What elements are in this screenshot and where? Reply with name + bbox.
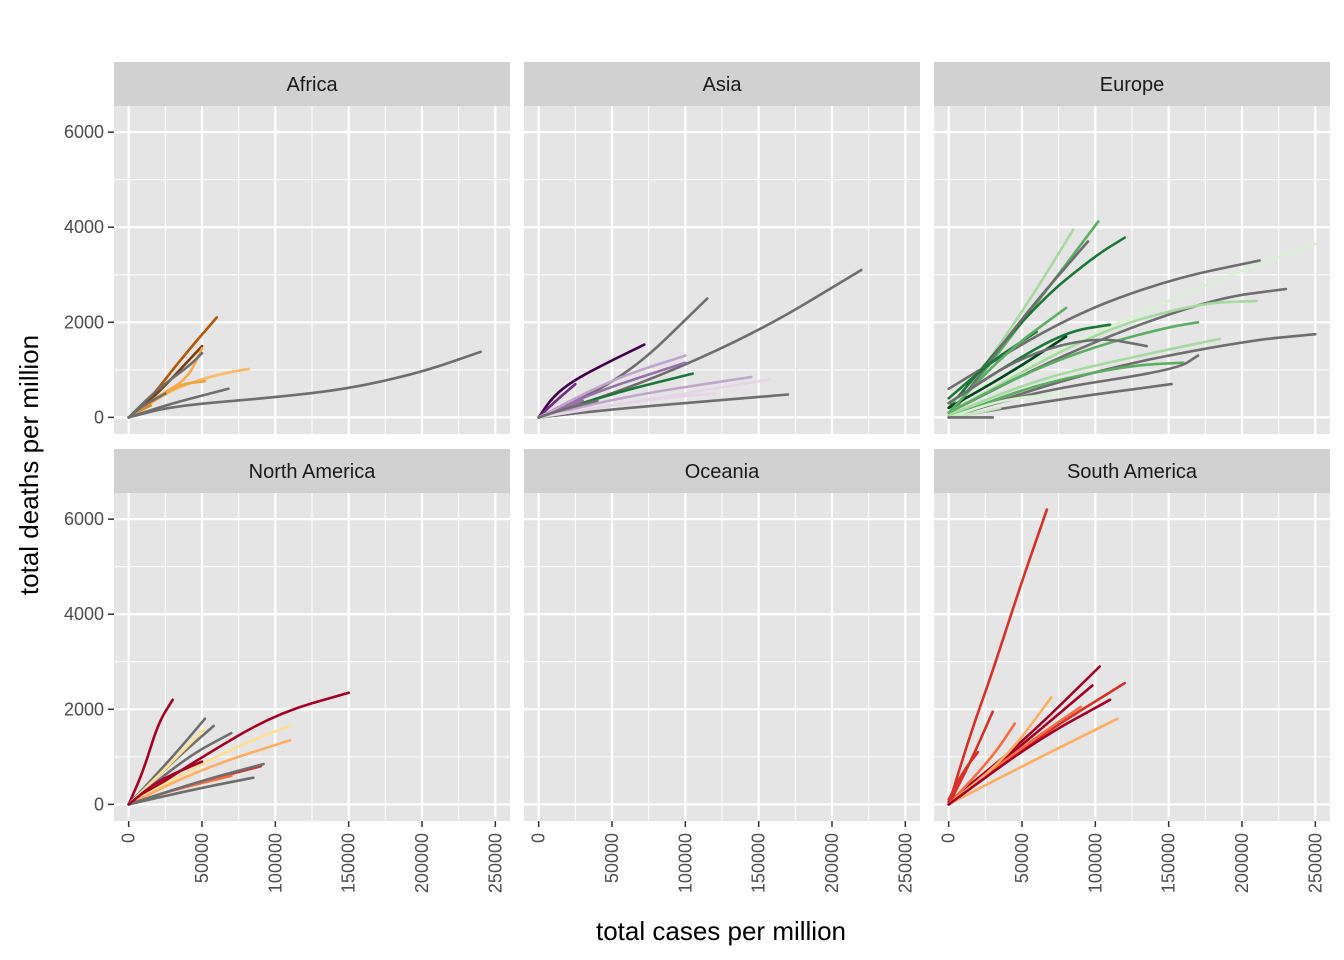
series-line <box>947 321 1200 414</box>
x-tick-label: 150000 <box>749 833 769 893</box>
series-line <box>127 350 482 419</box>
x-tick-label: 50000 <box>1012 833 1032 883</box>
series-line <box>537 399 599 419</box>
y-tick-label: 6000 <box>64 122 104 142</box>
y-tick-label: 0 <box>94 794 104 814</box>
facet-strip-label: Oceania <box>685 461 760 483</box>
series-line <box>127 776 255 806</box>
facet-strip-label: Europe <box>1100 74 1165 96</box>
x-tick-label: 200000 <box>412 833 432 893</box>
series-line <box>537 343 646 419</box>
x-tick-label: 0 <box>119 833 139 843</box>
series-line <box>947 508 1049 806</box>
y-tick-label: 2000 <box>64 699 104 719</box>
facet-asia: Asia <box>524 62 920 434</box>
y-tick-label: 6000 <box>64 509 104 529</box>
gridlines <box>114 493 510 821</box>
x-tick-label: 50000 <box>602 833 622 883</box>
gridlines <box>524 493 920 821</box>
y-tick-label: 4000 <box>64 217 104 237</box>
y-tick-label: 0 <box>94 407 104 427</box>
facet-strip <box>934 449 1330 493</box>
facet-strip <box>524 449 920 493</box>
x-tick-label: 150000 <box>1159 833 1179 893</box>
series-line <box>127 698 174 806</box>
series-line <box>947 337 1222 417</box>
x-tick-label: 200000 <box>1232 833 1252 893</box>
facet-south-america: South America <box>934 449 1330 821</box>
x-axis: 0 50000 100000 150000 200000 250000 0 50000 1000… <box>119 821 1325 893</box>
facet-strip <box>524 62 920 106</box>
x-tick-label: 250000 <box>485 833 505 893</box>
series-line <box>947 259 1261 391</box>
gridlines <box>934 106 1330 434</box>
x-tick-label: 250000 <box>1305 833 1325 893</box>
x-tick-label: 200000 <box>822 833 842 893</box>
facet-panels: Africa Asia Europe North America Oceania Sout… <box>114 62 1330 821</box>
y-axis-title: total deaths per million <box>14 335 44 595</box>
series-group <box>127 691 350 806</box>
series-line <box>947 330 1038 400</box>
series-group <box>947 508 1126 806</box>
y-tick-label: 4000 <box>64 604 104 624</box>
y-axis: 0 2000 4000 6000 0 2000 4000 6000 <box>64 122 114 814</box>
facet-strip <box>114 449 510 493</box>
series-line <box>947 242 1317 405</box>
series-line <box>947 306 1068 414</box>
facet-oceania: Oceania <box>524 449 920 821</box>
facet-strip-label: North America <box>249 461 377 483</box>
series-line <box>947 335 1068 410</box>
series-group <box>537 268 863 419</box>
gridlines <box>934 493 1330 821</box>
facet-strip <box>114 62 510 106</box>
series-line <box>127 760 204 806</box>
series-line <box>947 236 1126 410</box>
facet-strip-label: South America <box>1067 461 1198 483</box>
series-line <box>947 338 1148 405</box>
series-line <box>947 750 980 801</box>
series-group <box>127 316 482 419</box>
facet-strip-label: Asia <box>703 74 743 96</box>
x-tick-label: 100000 <box>675 833 695 893</box>
facet-strip <box>934 62 1330 106</box>
facet-europe: Europe <box>934 62 1330 434</box>
x-tick-label: 250000 <box>895 833 915 893</box>
x-tick-label: 150000 <box>339 833 359 893</box>
facet-africa: Africa <box>114 62 510 434</box>
series-group <box>947 220 1317 419</box>
x-tick-label: 100000 <box>1085 833 1105 893</box>
facet-strip-label: Africa <box>286 74 338 96</box>
series-line <box>947 698 1112 806</box>
x-tick-label: 100000 <box>265 833 285 893</box>
facet-north-america: North America <box>114 449 510 821</box>
x-tick-label: 0 <box>529 833 549 843</box>
x-tick-label: 50000 <box>192 833 212 883</box>
series-line <box>127 392 167 419</box>
x-tick-label: 0 <box>939 833 959 843</box>
x-axis-title: total cases per million <box>596 916 846 946</box>
y-tick-label: 2000 <box>64 312 104 332</box>
